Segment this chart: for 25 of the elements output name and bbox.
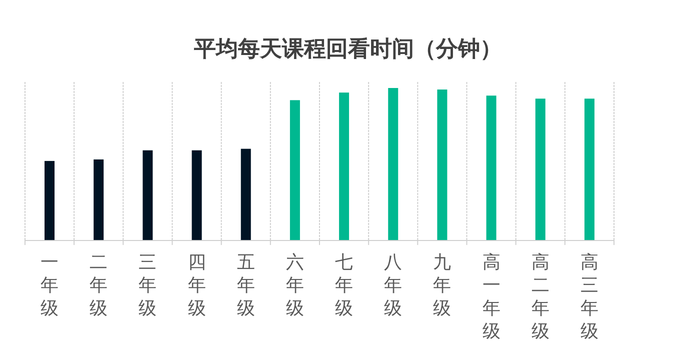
bar [142, 150, 153, 240]
bar [94, 159, 104, 240]
bar [192, 150, 202, 240]
bar [240, 148, 251, 240]
bar [535, 98, 546, 240]
bar [437, 90, 448, 240]
x-tick-label: 七年级 [335, 252, 354, 319]
x-tick-label: 五年级 [236, 252, 255, 319]
x-tick-label: 高三年级 [580, 252, 598, 342]
x-tick-label: 二年级 [90, 252, 108, 319]
x-tick-label: 八年级 [384, 252, 402, 319]
x-tick-label: 六年级 [286, 252, 304, 319]
bar [486, 96, 496, 240]
x-tick-label: 高一年级 [482, 252, 500, 342]
bar [339, 92, 350, 240]
x-tick-label: 九年级 [433, 252, 452, 319]
x-tick-label: 高二年级 [531, 252, 550, 342]
bar [584, 98, 594, 240]
bar [388, 88, 398, 240]
x-tick-label: 四年级 [188, 252, 206, 319]
x-tick-label: 三年级 [138, 252, 157, 319]
chart-title: 平均每天课程回看时间（分钟） [193, 37, 502, 62]
bar [290, 100, 300, 240]
bar [44, 160, 55, 240]
x-tick-label: 一年级 [40, 252, 59, 319]
